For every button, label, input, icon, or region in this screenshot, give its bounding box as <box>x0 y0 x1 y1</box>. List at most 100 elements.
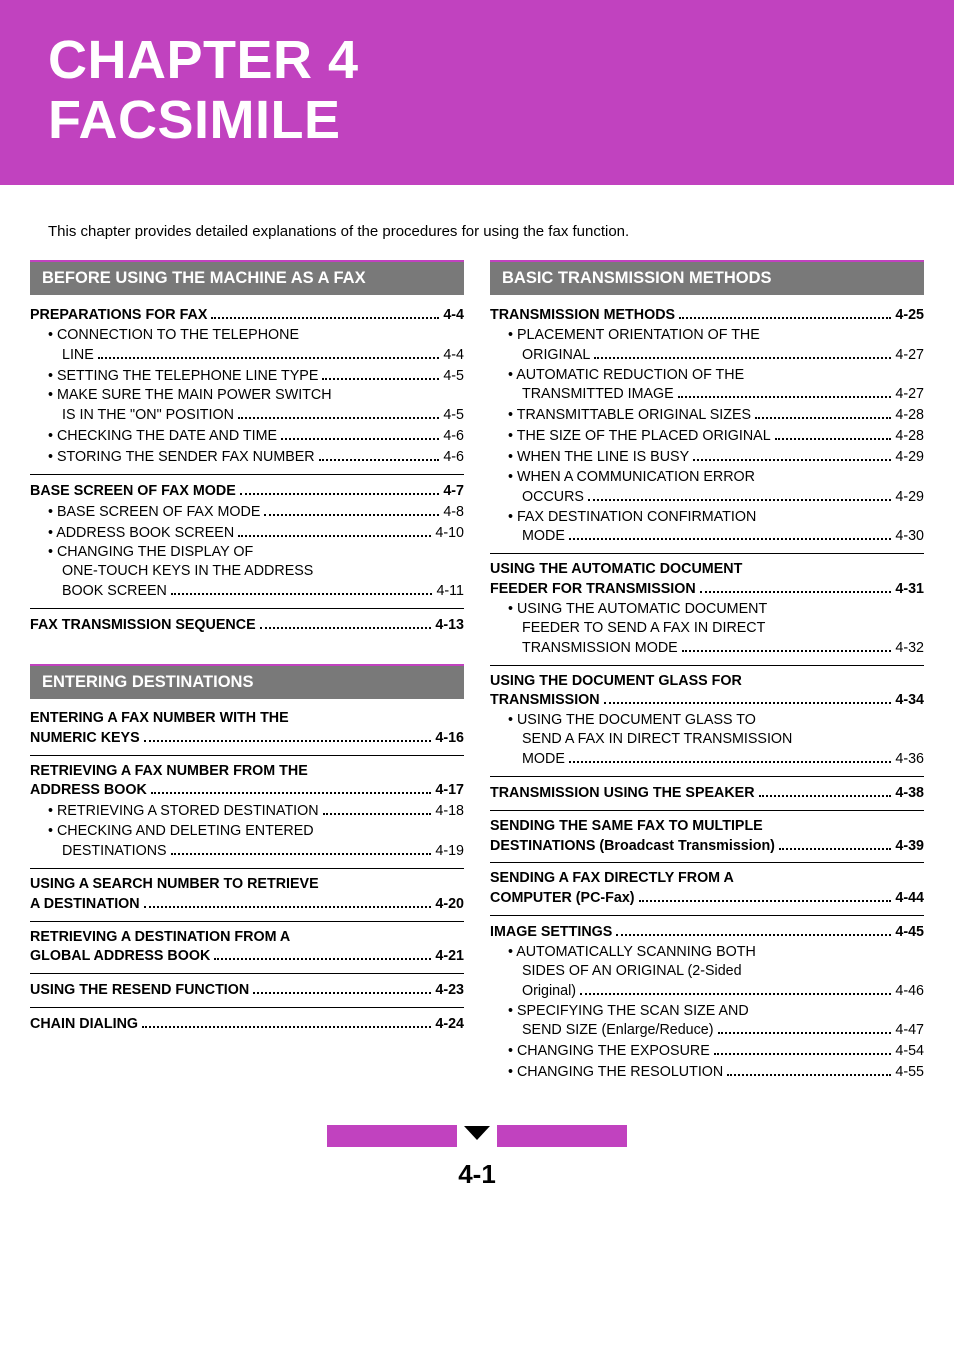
dot-leader <box>281 432 439 441</box>
group-separator <box>30 921 464 922</box>
dot-leader <box>98 350 440 359</box>
toc-entry[interactable]: • CHECKING THE DATE AND TIME4-6 <box>30 426 464 447</box>
toc-page: 4-19 <box>435 842 464 861</box>
toc-entry[interactable]: GLOBAL ADDRESS BOOK4-21 <box>30 946 464 967</box>
group-separator <box>30 474 464 475</box>
dot-leader <box>144 899 432 908</box>
toc-label: PREPARATIONS FOR FAX <box>30 306 207 325</box>
toc-entry[interactable]: • CHANGING THE EXPOSURE4-54 <box>490 1041 924 1062</box>
toc-entry[interactable]: DESTINATIONS 4-19 <box>30 841 464 862</box>
toc-entry[interactable]: • WHEN THE LINE IS BUSY4-29 <box>490 447 924 468</box>
dot-leader <box>639 894 892 903</box>
toc-label: TRANSMITTED IMAGE <box>522 385 674 404</box>
toc-label: OCCURS <box>522 488 584 507</box>
toc-page: 4-6 <box>443 427 464 446</box>
toc-entry[interactable]: • SETTING THE TELEPHONE LINE TYPE4-5 <box>30 366 464 387</box>
pager-next-arrow[interactable] <box>457 1125 497 1147</box>
toc-group: TRANSMISSION USING THE SPEAKER4-38 <box>490 783 924 804</box>
toc-label: DESTINATIONS <box>62 842 167 861</box>
toc-page: 4-4 <box>443 306 464 325</box>
toc-entry[interactable]: FEEDER FOR TRANSMISSION4-31 <box>490 579 924 600</box>
toc-label: IMAGE SETTINGS <box>490 923 612 942</box>
dot-leader <box>238 411 439 420</box>
dot-leader <box>604 696 892 705</box>
toc-entry[interactable]: PREPARATIONS FOR FAX 4-4 <box>30 305 464 326</box>
toc-entry[interactable]: • ADDRESS BOOK SCREEN4-10 <box>30 523 464 544</box>
toc-page: 4-10 <box>435 524 464 543</box>
toc-label: ADDRESS BOOK <box>30 781 147 800</box>
toc-entry[interactable]: MODE4-30 <box>490 526 924 547</box>
dot-leader <box>319 452 440 461</box>
pager-prev-strip[interactable] <box>327 1125 457 1147</box>
toc-entry[interactable]: A DESTINATION4-20 <box>30 894 464 915</box>
toc-entry[interactable]: DESTINATIONS (Broadcast Transmission)4-3… <box>490 836 924 857</box>
toc-entry[interactable]: OCCURS4-29 <box>490 487 924 508</box>
toc-entry[interactable]: Original)4-46 <box>490 981 924 1002</box>
toc-entry[interactable]: • BASE SCREEN OF FAX MODE4-8 <box>30 502 464 523</box>
toc-entry[interactable]: TRANSMISSION METHODS 4-25 <box>490 305 924 326</box>
toc-page: 4-8 <box>443 503 464 522</box>
dot-leader <box>714 1047 892 1056</box>
toc-entry[interactable]: TRANSMISSION4-34 <box>490 690 924 711</box>
pager-next-strip[interactable] <box>497 1125 627 1147</box>
toc-group: PREPARATIONS FOR FAX4-4 • CONNECTION TO … <box>30 305 464 468</box>
toc-entry[interactable]: • RETRIEVING A STORED DESTINATION4-18 <box>30 801 464 822</box>
toc-entry-continuation: SEND A FAX IN DIRECT TRANSMISSION <box>490 730 924 749</box>
dot-leader <box>682 643 892 652</box>
toc-group: SENDING THE SAME FAX TO MULTIPLE DESTINA… <box>490 817 924 857</box>
toc-page: 4-54 <box>895 1042 924 1061</box>
toc-entry[interactable]: FAX TRANSMISSION SEQUENCE4-13 <box>30 615 464 636</box>
toc-entry-continuation: • CHANGING THE DISPLAY OF <box>30 543 464 562</box>
toc-page: 4-25 <box>895 306 924 325</box>
dot-leader <box>211 310 439 319</box>
dot-leader <box>260 620 432 629</box>
toc-label: TRANSMISSION MODE <box>522 639 678 658</box>
toc-entry[interactable]: TRANSMITTED IMAGE4-27 <box>490 384 924 405</box>
toc-label: USING THE RESEND FUNCTION <box>30 981 249 1000</box>
toc-label: • CHANGING THE RESOLUTION <box>508 1063 723 1082</box>
toc-entry[interactable]: BASE SCREEN OF FAX MODE4-7 <box>30 481 464 502</box>
section-header: BEFORE USING THE MACHINE AS A FAX <box>30 260 464 295</box>
toc-entry-continuation: USING A SEARCH NUMBER TO RETRIEVE <box>30 875 464 894</box>
toc-entry[interactable]: LINE4-4 <box>30 345 464 366</box>
toc-entry[interactable]: • CHANGING THE RESOLUTION4-55 <box>490 1062 924 1083</box>
toc-page: 4-5 <box>443 406 464 425</box>
page-number: 4-1 <box>0 1159 954 1190</box>
toc-entry[interactable]: CHAIN DIALING4-24 <box>30 1014 464 1035</box>
toc-entry[interactable]: • STORING THE SENDER FAX NUMBER4-6 <box>30 447 464 468</box>
toc-page: 4-47 <box>895 1021 924 1040</box>
toc-entry[interactable]: TRANSMISSION MODE4-32 <box>490 638 924 659</box>
toc-entry[interactable]: • THE SIZE OF THE PLACED ORIGINAL4-28 <box>490 426 924 447</box>
dot-leader <box>693 452 891 461</box>
toc-entry[interactable]: USING THE RESEND FUNCTION4-23 <box>30 980 464 1001</box>
group-separator <box>490 862 924 863</box>
toc-entry-continuation: • USING THE DOCUMENT GLASS TO <box>490 711 924 730</box>
toc-entry-continuation: • USING THE AUTOMATIC DOCUMENT <box>490 600 924 619</box>
dot-leader <box>718 1026 892 1035</box>
toc-left-column: BEFORE USING THE MACHINE AS A FAX PREPAR… <box>30 260 464 1089</box>
toc-entry[interactable]: • TRANSMITTABLE ORIGINAL SIZES4-28 <box>490 405 924 426</box>
toc-entry[interactable]: MODE4-36 <box>490 749 924 770</box>
toc-group: ENTERING A FAX NUMBER WITH THE NUMERIC K… <box>30 709 464 749</box>
toc-entry[interactable]: IMAGE SETTINGS4-45 <box>490 922 924 943</box>
toc-entry[interactable]: BOOK SCREEN4-11 <box>30 581 464 602</box>
toc-page: 4-4 <box>443 346 464 365</box>
dot-leader <box>759 788 892 797</box>
toc-page: 4-5 <box>443 367 464 386</box>
toc-entry[interactable]: SEND SIZE (Enlarge/Reduce)4-47 <box>490 1020 924 1041</box>
toc-entry[interactable]: ORIGINAL4-27 <box>490 345 924 366</box>
toc-page: 4-18 <box>435 802 464 821</box>
toc-entry[interactable]: NUMERIC KEYS4-16 <box>30 728 464 749</box>
dot-leader <box>580 986 891 995</box>
dot-leader <box>144 733 432 742</box>
dot-leader <box>594 350 891 359</box>
chevron-down-icon <box>464 1126 490 1140</box>
toc-entry[interactable]: COMPUTER (PC-Fax)4-44 <box>490 888 924 909</box>
dot-leader <box>253 986 431 995</box>
toc-entry[interactable]: IS IN THE "ON" POSITION 4-5 <box>30 405 464 426</box>
toc-label: TRANSMISSION METHODS <box>490 306 675 325</box>
chapter-title-line1: CHAPTER 4 <box>48 30 906 90</box>
toc-entry[interactable]: TRANSMISSION USING THE SPEAKER4-38 <box>490 783 924 804</box>
toc-label: IS IN THE "ON" POSITION <box>62 406 234 425</box>
toc-entry[interactable]: ADDRESS BOOK4-17 <box>30 780 464 801</box>
